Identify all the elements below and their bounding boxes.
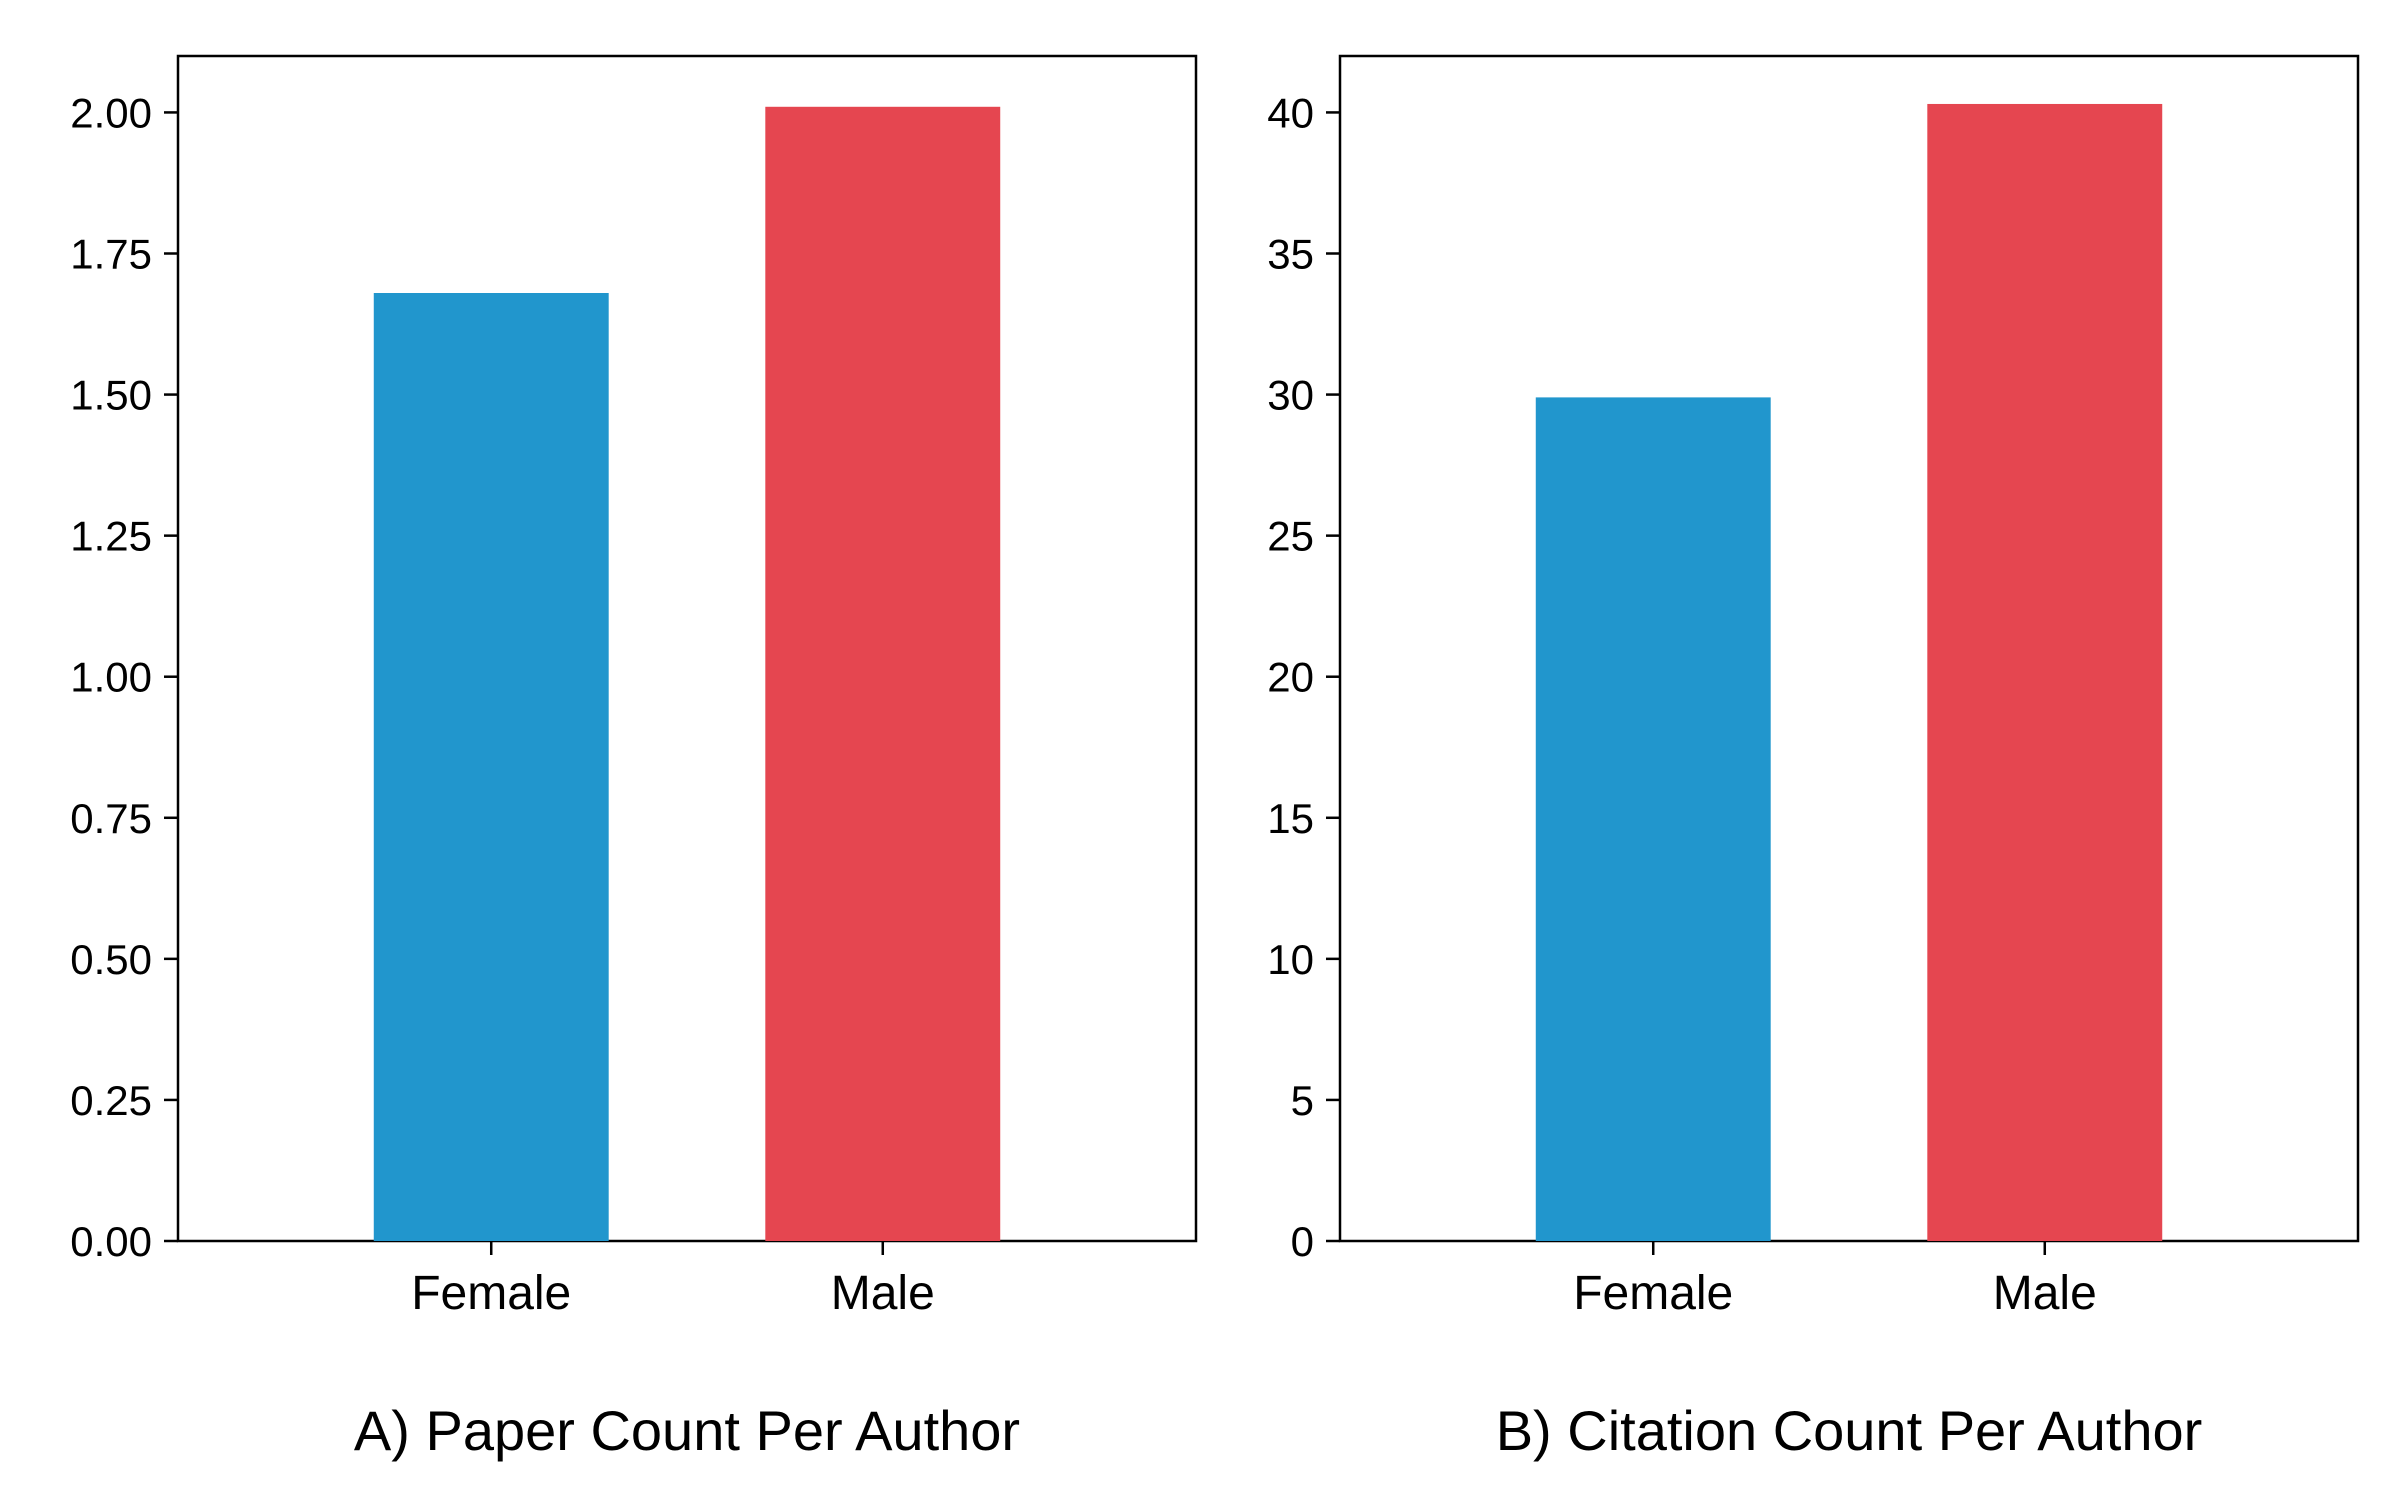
panel-b-chart: 0 5 10 15 20 25 30 35 40 Female Male B) Citation …	[1267, 54, 2360, 1462]
panel-b-x-tick-label: Male	[1993, 1267, 2097, 1320]
panel-b-y-tick-label: 10	[1267, 936, 1314, 983]
panel-a-bar-female	[373, 293, 609, 1241]
panel-a-y-tick-label: 0.25	[70, 1077, 152, 1124]
panel-b-y-tick-label: 0	[1291, 1218, 1314, 1265]
panel-a-y-tick-label: 1.50	[70, 372, 152, 419]
panel-a-y-tick-label: 0.50	[70, 936, 152, 983]
panel-b-caption: B) Citation Count Per Author	[1496, 1399, 2203, 1462]
panel-b-plot-frame	[1338, 54, 2360, 1243]
panel-a-y-tick-label: 2.00	[70, 89, 152, 136]
panel-b-y-tick-label: 5	[1291, 1077, 1314, 1124]
panel-b-y-tick-label: 30	[1267, 372, 1314, 419]
panel-a-chart: 0.00 0.25 0.50 0.75 1.00 1.25 1.50 1.75 2.00 Fem…	[70, 54, 1198, 1462]
panel-a-y-tick-label: 1.75	[70, 231, 152, 278]
panel-b-y-tick-label: 25	[1267, 513, 1314, 560]
panel-a-y-tick-label: 0.75	[70, 795, 152, 842]
panel-a-y-tick-label: 1.00	[70, 654, 152, 701]
panel-a-y-tick-label: 1.25	[70, 513, 152, 560]
panel-b-bar-female	[1535, 397, 1771, 1242]
panel-a-caption: A) Paper Count Per Author	[354, 1399, 1020, 1462]
panel-b-y-tick-label: 35	[1267, 231, 1314, 278]
panel-a-plot-frame	[176, 54, 1198, 1243]
panel-a-bar-male	[765, 106, 1001, 1241]
panel-a-x-tick-label: Female	[411, 1267, 571, 1320]
panel-b-y-tick-label: 40	[1267, 89, 1314, 136]
panel-a-x-tick-label: Male	[831, 1267, 935, 1320]
panel-b-y-tick-label: 20	[1267, 654, 1314, 701]
panel-b-y-tick-label: 15	[1267, 795, 1314, 842]
panel-a-y-tick-label: 0.00	[70, 1218, 152, 1265]
panel-b-bar-male	[1927, 103, 2163, 1242]
panel-b-x-tick-label: Female	[1573, 1267, 1733, 1320]
